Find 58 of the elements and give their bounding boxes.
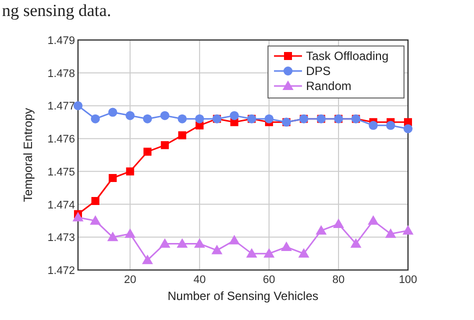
- x-tick-label: 40: [193, 274, 206, 286]
- point: [108, 108, 118, 117]
- point: [230, 111, 239, 120]
- point: [142, 114, 152, 124]
- y-tick-label: 1.472: [47, 265, 75, 277]
- point: [160, 141, 169, 150]
- point: [195, 114, 204, 124]
- legend-label: Task Offloading: [306, 49, 388, 63]
- point: [280, 242, 292, 251]
- point: [178, 114, 187, 124]
- point: [178, 131, 186, 140]
- y-tick-label: 1.474: [47, 199, 75, 212]
- y-tick-label: 1.475: [47, 166, 75, 178]
- point: [402, 225, 414, 235]
- point: [264, 248, 275, 258]
- point: [350, 238, 362, 248]
- point: [143, 148, 152, 156]
- x-tick-label: 60: [262, 274, 276, 286]
- point: [107, 232, 118, 242]
- point: [124, 228, 136, 238]
- point: [333, 218, 344, 228]
- y-tick-label: 1.473: [47, 232, 75, 244]
- point: [72, 212, 84, 222]
- point: [368, 215, 379, 225]
- point: [386, 120, 396, 130]
- point: [316, 225, 327, 235]
- x-tick-label: 80: [332, 274, 345, 286]
- point: [91, 197, 100, 205]
- point: [385, 228, 396, 238]
- point: [126, 111, 135, 120]
- legend-label: Random: [306, 79, 352, 93]
- x-axis-title: Number of Sensing Vehicles: [168, 289, 318, 303]
- point: [142, 254, 153, 264]
- point: [108, 174, 117, 182]
- point: [176, 238, 188, 248]
- y-tick-label: 1.477: [47, 100, 75, 113]
- point: [298, 248, 310, 258]
- point: [90, 114, 100, 124]
- y-tick-label: 1.478: [47, 68, 75, 80]
- x-tick-label: 20: [124, 274, 136, 286]
- point: [228, 234, 240, 244]
- y-tick-label: 1.479: [47, 35, 75, 47]
- x-tick-label: 100: [398, 274, 418, 286]
- y-axis-title: Temporal Entropy: [21, 108, 35, 202]
- point: [368, 120, 378, 130]
- point: [264, 114, 274, 124]
- point: [211, 244, 222, 254]
- legend-label: DPS: [306, 64, 331, 78]
- point: [126, 167, 134, 176]
- y-tick-label: 1.476: [47, 134, 75, 146]
- point: [194, 238, 206, 248]
- point: [74, 101, 82, 110]
- point: [90, 215, 101, 225]
- point: [404, 124, 412, 134]
- point: [246, 248, 258, 258]
- text: ng sensing data.: [2, 1, 112, 20]
- point: [159, 238, 170, 248]
- point: [160, 111, 170, 120]
